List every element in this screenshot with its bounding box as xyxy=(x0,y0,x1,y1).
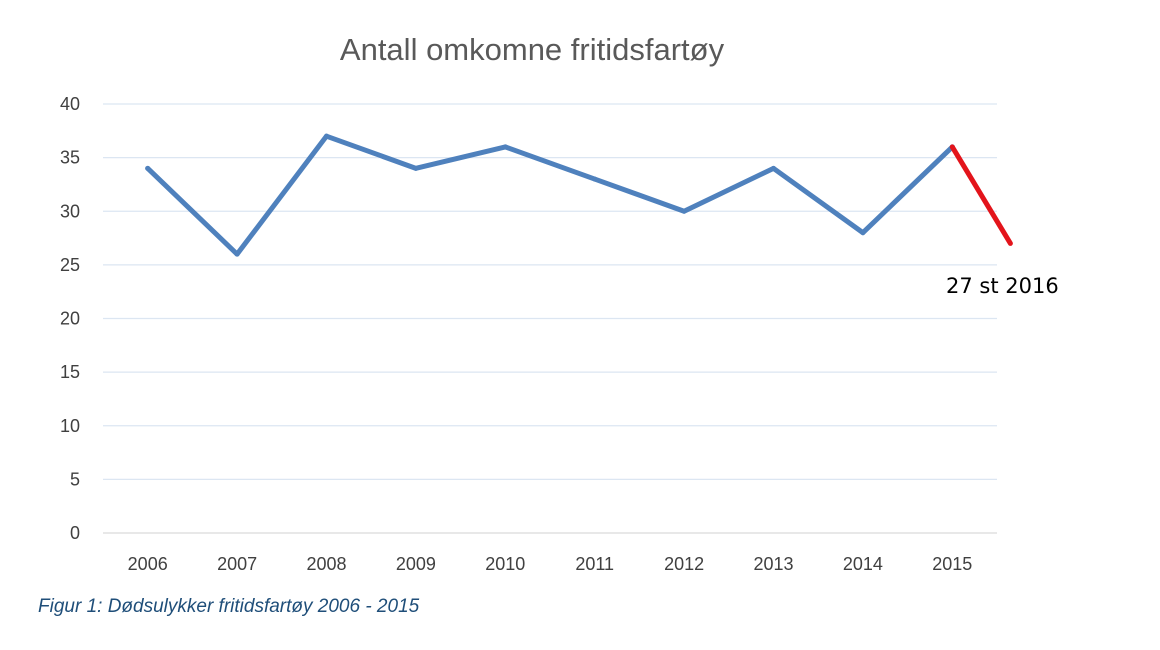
y-tick-label: 35 xyxy=(60,148,80,168)
data-point xyxy=(860,230,866,236)
series-lines xyxy=(145,133,1013,257)
annotation-2016: 27 st 2016 xyxy=(946,274,1059,298)
x-tick-label: 2009 xyxy=(396,554,436,574)
y-tick-label: 20 xyxy=(60,309,80,329)
y-tick-label: 40 xyxy=(60,94,80,114)
data-point xyxy=(681,208,687,214)
data-point xyxy=(145,165,151,171)
x-tick-label: 2013 xyxy=(753,554,793,574)
series-line-0 xyxy=(145,133,955,257)
data-point xyxy=(771,165,776,171)
gridlines xyxy=(103,103,997,534)
y-tick-label: 5 xyxy=(70,469,80,489)
y-tick-label: 10 xyxy=(60,416,80,436)
data-point xyxy=(502,144,508,150)
x-tick-label: 2015 xyxy=(932,554,972,574)
data-point xyxy=(592,176,598,182)
x-tick-label: 2010 xyxy=(485,554,525,574)
y-tick-label: 30 xyxy=(60,201,80,221)
y-tick-label: 0 xyxy=(70,523,80,543)
y-tick-label: 25 xyxy=(60,255,80,275)
data-point xyxy=(413,165,419,171)
x-tick-label: 2014 xyxy=(843,554,883,574)
data-point xyxy=(324,133,329,139)
x-tick-label: 2006 xyxy=(128,554,168,574)
x-tick-label: 2012 xyxy=(664,554,704,574)
y-axis: 0 5 10 15 20 25 30 35 40 xyxy=(60,94,80,543)
y-tick-label: 15 xyxy=(60,362,80,382)
x-tick-label: 2011 xyxy=(575,554,614,574)
extension-line-2016 xyxy=(949,144,1013,246)
figure-caption: Figur 1: Dødsulykker fritidsfartøy 2006 … xyxy=(38,596,420,617)
x-tick-label: 2008 xyxy=(306,554,346,574)
chart-title: Antall omkomne fritidsfartøy xyxy=(340,32,725,67)
data-point xyxy=(234,251,240,257)
x-tick-label: 2007 xyxy=(217,554,257,574)
x-axis: 2006 2007 2008 2009 2010 2011 2012 2013 2014 2015 xyxy=(128,554,973,574)
